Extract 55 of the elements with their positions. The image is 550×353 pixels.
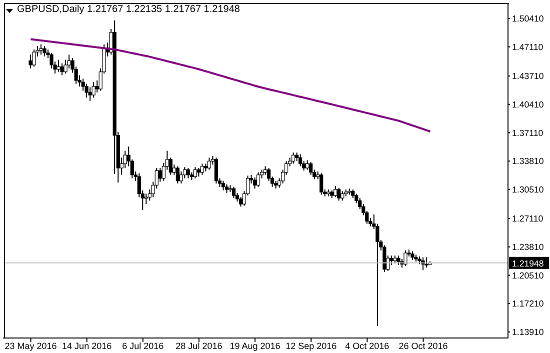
x-tick-label: 12 Sep 2016 [286,341,337,351]
candlestick [207,157,212,170]
candlestick [298,154,302,167]
x-tick-label: 4 Oct 2016 [345,341,390,351]
y-tick-label: 1.47110 [512,42,544,52]
candlestick [144,193,148,205]
y-tick-label: 1.30510 [512,184,544,194]
candlestick [56,59,60,72]
candlestick [42,46,46,57]
candlestick [424,256,428,268]
candlestick [200,163,204,176]
x-tick-label: 19 Aug 2016 [230,341,280,351]
x-tick-label: 26 Oct 2016 [398,341,448,351]
candlestick [179,170,183,184]
candlestick [193,166,198,179]
candlestick [292,152,296,164]
candlestick [334,186,338,198]
y-tick-label: 1.33810 [512,156,544,166]
candlestick [337,187,341,202]
candlestick [340,190,344,202]
x-tick-label: 28 Jul 2016 [176,341,222,351]
candlestick [404,250,408,266]
candlestick [320,172,324,196]
candlestick [309,161,313,176]
candlestick [186,167,190,179]
candlestick [221,180,226,191]
candlestick [306,160,310,170]
y-tick-label: 1.20510 [512,270,544,280]
candlestick [390,255,394,266]
x-tick-label: 23 May 2016 [4,341,57,351]
candlestick [238,196,243,208]
y-tick-label: 1.40410 [512,99,544,110]
y-tick-label: 1.13910 [512,327,544,338]
candlestick [60,62,64,76]
x-tick-label: 6 Jul 2016 [122,341,164,351]
candlestick [28,54,32,69]
x-tick-label: 14 Jun 2016 [62,341,112,351]
candlestick [252,176,257,190]
candlestick [88,86,92,102]
candlestick [176,166,180,184]
y-tick-label: 1.37110 [512,128,544,138]
candlestick [32,49,36,68]
y-tick-label: 1.23810 [512,242,544,252]
candlestick [232,186,236,199]
candlestick [256,172,260,188]
candlestick [92,82,96,98]
y-tick-label: 1.50410 [512,14,544,24]
candlestick [396,255,400,266]
candlestick [158,167,162,182]
chart-title: GBPUSD,Daily 1.21767 1.22135 1.21767 1.21948 [17,4,240,15]
y-tick-label: 1.27110 [512,214,544,224]
y-tick-label: 1.43710 [512,71,544,82]
y-tick-label: 1.17210 [512,298,544,309]
candlestick [214,157,218,184]
ref-line-label: 1.21948 [512,258,544,268]
